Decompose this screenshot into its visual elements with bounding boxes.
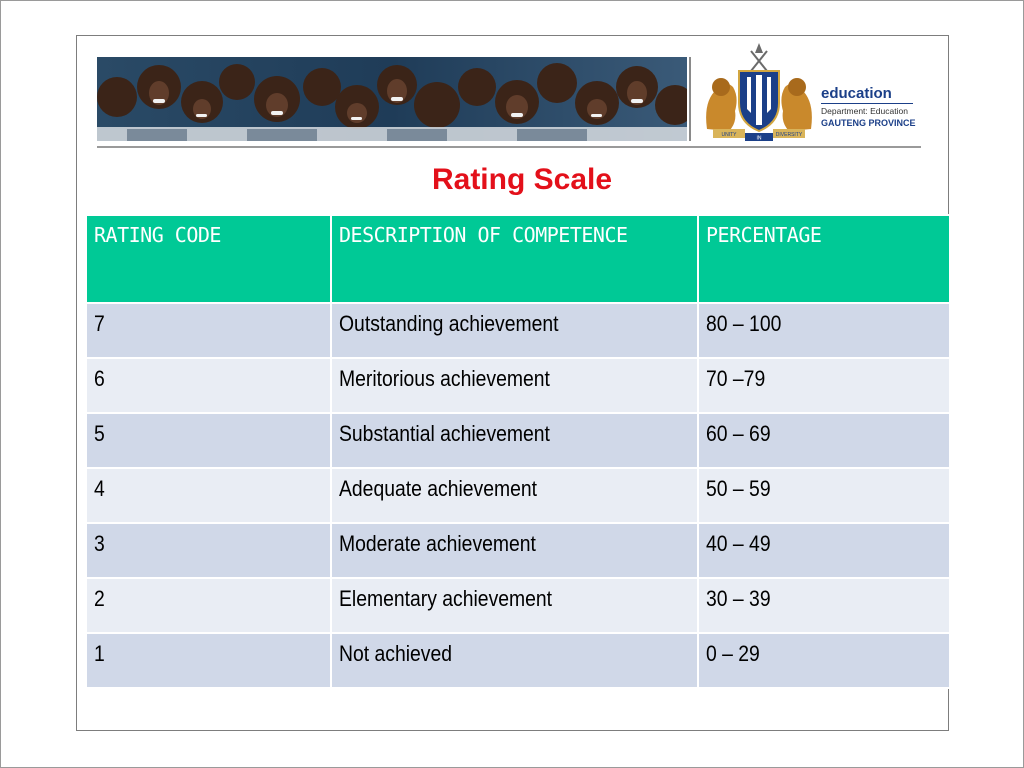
rating-code-cell: 2 [85,577,332,634]
description-cell: Substantial achievement [330,412,699,469]
percentage: 0 – 29 [706,641,760,666]
rating-code: 7 [94,311,105,336]
banner-divider [689,57,691,141]
percentage: 80 – 100 [706,311,782,336]
slide: UNITY IN DIVERSITY education Department:… [76,35,951,731]
description: Elementary achievement [339,586,553,611]
description-cell: Elementary achievement [330,577,699,634]
description-cell: Not achieved [330,632,699,689]
percentage-cell: 50 – 59 [697,467,951,524]
table-header-row: RATING CODE DESCRIPTION OF COMPETENCE PE… [85,214,951,304]
percentage: 50 – 59 [706,476,771,501]
brand-province: GAUTENG PROVINCE [821,118,916,128]
percentage-cell: 80 – 100 [697,302,951,359]
description: Meritorious achievement [339,366,550,391]
brand-rule [821,103,913,104]
rating-code: 5 [94,421,105,446]
rating-code-cell: 1 [85,632,332,689]
table-row: 2 Elementary achievement 30 – 39 [85,577,951,634]
percentage-cell: 60 – 69 [697,412,951,469]
table-row: 3 Moderate achievement 40 – 49 [85,522,951,579]
children-photo-banner [97,57,687,141]
description: Not achieved [339,641,453,666]
rating-code-cell: 4 [85,467,332,524]
rating-code: 2 [94,586,105,611]
table-row: 4 Adequate achievement 50 – 59 [85,467,951,524]
header-percentage: PERCENTAGE [697,214,951,304]
percentage: 70 –79 [706,366,766,391]
table-row: 1 Not achieved 0 – 29 [85,632,951,689]
rating-code-cell: 6 [85,357,332,414]
description-cell: Moderate achievement [330,522,699,579]
table-row: 5 Substantial achievement 60 – 69 [85,412,951,469]
percentage-cell: 40 – 49 [697,522,951,579]
description-cell: Adequate achievement [330,467,699,524]
percentage-cell: 0 – 29 [697,632,951,689]
percentage: 30 – 39 [706,586,771,611]
header-rating-code: RATING CODE [85,214,332,304]
crest-ribbon-mid: IN [757,136,762,142]
crest-ribbon-right: DIVERSITY [776,132,803,138]
page-title: Rating Scale [431,163,613,196]
rating-code-cell: 5 [85,412,332,469]
coat-of-arms-logo: UNITY IN DIVERSITY [699,41,819,142]
header-rule [97,146,921,148]
description: Substantial achievement [339,421,550,446]
description-cell: Outstanding achievement [330,302,699,359]
rating-code: 1 [94,641,105,666]
percentage: 40 – 49 [706,531,771,556]
brand-department: Department: Education [821,106,908,116]
department-brand: education Department: Education GAUTENG … [821,86,931,129]
rating-code-cell: 3 [85,522,332,579]
rating-code: 3 [94,531,105,556]
header-description: DESCRIPTION OF COMPETENCE [330,214,699,304]
description: Outstanding achievement [339,311,559,336]
table-row: 6 Meritorious achievement 70 –79 [85,357,951,414]
rating-code: 4 [94,476,105,501]
percentage-cell: 30 – 39 [697,577,951,634]
table-row: 7 Outstanding achievement 80 – 100 [85,302,951,359]
crest-ribbon-left: UNITY [722,132,738,138]
rating-code-cell: 7 [85,302,332,359]
description: Adequate achievement [339,476,538,501]
brand-title: education [821,85,892,102]
rating-scale-table: RATING CODE DESCRIPTION OF COMPETENCE PE… [85,214,951,689]
description: Moderate achievement [339,531,536,556]
description-cell: Meritorious achievement [330,357,699,414]
percentage: 60 – 69 [706,421,771,446]
rating-code: 6 [94,366,105,391]
percentage-cell: 70 –79 [697,357,951,414]
